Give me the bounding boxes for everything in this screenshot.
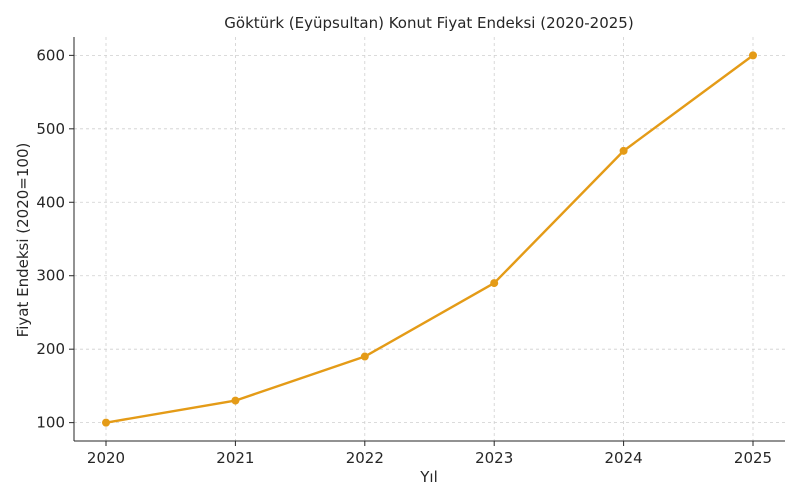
x-axis-label: Yıl: [419, 468, 438, 486]
grid: [74, 37, 785, 441]
y-tick-label: 100: [36, 414, 65, 432]
y-axis-label: Fiyat Endeksi (2020=100): [14, 143, 32, 338]
x-tick-label: 2020: [87, 449, 125, 467]
y-tick-label: 400: [36, 193, 65, 211]
y-tick-label: 200: [36, 340, 65, 358]
series: [102, 51, 757, 427]
x-tick-label: 2023: [475, 449, 513, 467]
y-tick-label: 300: [36, 267, 65, 285]
data-point: [619, 146, 628, 155]
y-tick-label: 500: [36, 120, 65, 138]
series-line: [105, 54, 754, 424]
y-tick-label: 600: [36, 46, 65, 64]
data-point: [360, 352, 369, 361]
x-tick-label: 2021: [216, 449, 254, 467]
chart-title: Göktürk (Eyüpsultan) Konut Fiyat Endeksi…: [224, 14, 633, 32]
x-tick-label: 2024: [605, 449, 643, 467]
x-tick-label: 2022: [346, 449, 384, 467]
data-point: [231, 396, 240, 405]
axes: 2020 2021 2022 2023 2024 2025 100 200 300 400 500 6…: [36, 37, 785, 467]
data-point: [102, 418, 110, 427]
data-point: [749, 51, 757, 60]
data-point: [490, 279, 499, 288]
x-tick-label: 2025: [734, 449, 772, 467]
